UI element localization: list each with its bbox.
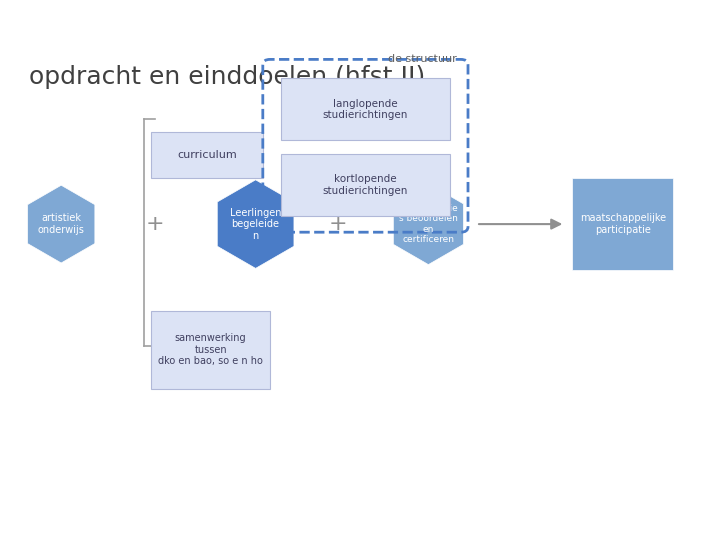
FancyBboxPatch shape — [281, 154, 450, 216]
Text: artistiek
onderwijs: artistiek onderwijs — [37, 213, 85, 235]
FancyBboxPatch shape — [151, 132, 263, 178]
Text: Competentie
s beoordelen
en
certificeren: Competentie s beoordelen en certificeren — [399, 204, 458, 244]
Text: maatschappelijke
participatie: maatschappelijke participatie — [580, 213, 666, 235]
FancyBboxPatch shape — [572, 178, 673, 270]
Text: curriculum: curriculum — [177, 150, 237, 160]
FancyBboxPatch shape — [151, 310, 270, 389]
Text: de structuur: de structuur — [389, 54, 457, 64]
Polygon shape — [27, 185, 95, 263]
Text: langlopende
studierichtingen: langlopende studierichtingen — [323, 98, 408, 120]
FancyBboxPatch shape — [281, 78, 450, 140]
Text: +: + — [329, 214, 348, 234]
Text: Leerlingen
begeleide
n: Leerlingen begeleide n — [230, 207, 282, 241]
Text: +: + — [145, 214, 164, 234]
Polygon shape — [393, 184, 464, 265]
Text: opdracht en einddoelen (hfst II): opdracht en einddoelen (hfst II) — [29, 65, 425, 89]
Text: samenwerking
tussen
dko en bao, so e n ho: samenwerking tussen dko en bao, so e n h… — [158, 333, 263, 366]
Text: kortlopende
studierichtingen: kortlopende studierichtingen — [323, 174, 408, 195]
Polygon shape — [217, 180, 294, 268]
